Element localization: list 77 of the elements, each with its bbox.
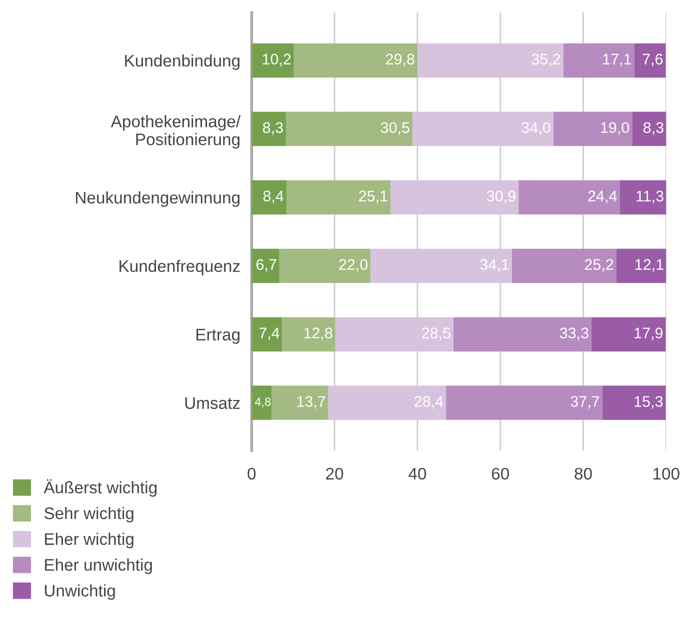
x-tick-label: 40 [408,468,426,480]
data-label: 13,7 [297,396,326,409]
bar [252,43,294,78]
data-label: 8,4 [263,190,284,204]
data-label: 34,0 [522,122,550,135]
bar [286,180,390,215]
data-label: 34,1 [480,259,509,272]
data-label: 28,4 [414,396,444,409]
bar [390,180,519,215]
data-label: 8,3 [644,122,664,135]
data-label: 30,5 [380,122,410,135]
bar [446,386,602,420]
legend-label: Unwichtig [44,584,115,600]
data-label: 12,8 [304,328,332,340]
bar [602,386,666,420]
legend-label: Eher unwichtig [45,558,152,574]
data-label: 12,1 [636,259,664,272]
data-label: 17,9 [634,328,663,340]
data-label: 15,3 [634,396,663,409]
bar [512,248,616,283]
bar [282,317,336,352]
bar [417,43,564,78]
data-label: 25,2 [584,259,614,272]
bar [252,248,280,283]
bar [328,386,446,420]
data-label: 7,4 [259,328,280,340]
bar [294,43,418,78]
bar [620,180,666,215]
bar [272,386,328,420]
data-label: 28,5 [422,328,450,340]
data-label: 17,1 [603,54,631,66]
bar [252,317,282,352]
data-label: 7,6 [642,54,663,66]
bar [518,180,620,215]
data-label: 33,3 [560,328,588,340]
data-label: 30,9 [486,190,516,204]
data-label: 24,4 [588,190,617,204]
bar [252,180,286,215]
bar [616,248,666,283]
data-label: 25,1 [359,190,388,204]
data-label: 11,3 [636,190,664,204]
x-tick-label: 20 [326,468,344,480]
bar [634,43,666,78]
legend-label: Sehr wichtig [44,506,134,522]
bar [592,317,666,352]
y-tick-label: Apothekenimage/ Positionierung [110,115,241,149]
bar [279,248,371,283]
y-tick-label: Umsatz [185,397,240,409]
data-label: 37,7 [570,396,600,409]
data-label: 19,0 [601,122,630,135]
bar [335,317,454,352]
legend-label: Äußerst wichtig [44,479,157,497]
bar [454,317,592,352]
x-tick-label: 100 [654,468,680,480]
y-tick-label: Kundenbindung [125,54,240,70]
bar [252,112,286,146]
x-tick-label: 60 [492,468,509,480]
bar [252,386,272,420]
data-label: 6,7 [256,259,276,272]
bar [563,43,634,78]
data-label: 8,3 [262,122,283,135]
bar [553,112,632,146]
data-label: 29,8 [386,54,414,66]
legend-label: Eher wichtig [45,532,134,548]
y-tick-label: Kundenfrequenz [120,260,240,276]
y-tick-label: Neukundengewinnung [76,191,240,207]
bar [286,112,412,146]
y-tick-label: Ertrag [196,328,240,344]
bar [412,112,554,146]
bar [632,112,666,146]
data-label: 10,2 [262,54,291,66]
data-label: 35,2 [532,54,560,66]
data-label: 22,0 [339,259,368,272]
data-label: 4,8 [254,398,271,408]
x-tick-label: 80 [574,468,592,480]
x-tick-label: 0 [248,468,256,480]
bar [370,248,512,283]
